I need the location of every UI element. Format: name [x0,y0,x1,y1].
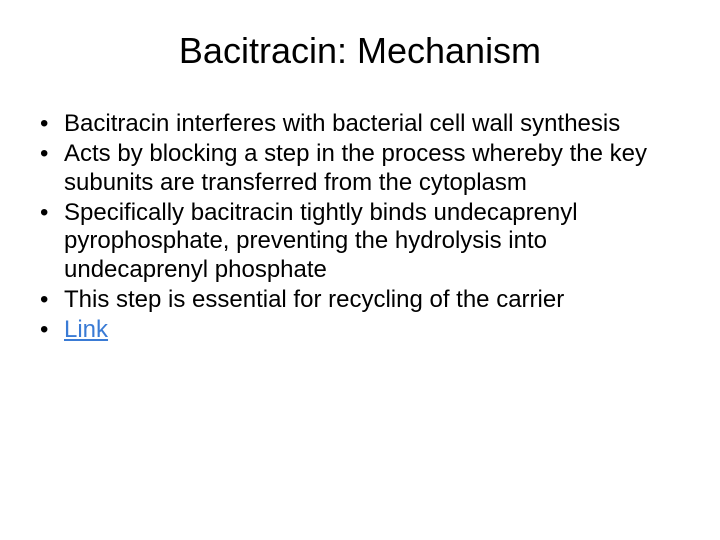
bullet-item: Bacitracin interferes with bacterial cel… [36,110,684,138]
bullet-item: This step is essential for recycling of … [36,286,684,314]
bullet-item: Specifically bacitracin tightly binds un… [36,199,684,284]
link[interactable]: Link [64,316,108,343]
slide-container: Bacitracin: Mechanism Bacitracin interfe… [0,0,720,540]
bullet-list: Bacitracin interferes with bacterial cel… [36,110,684,345]
bullet-item-link: Link [36,316,684,344]
bullet-item: Acts by blocking a step in the process w… [36,140,684,197]
slide-title: Bacitracin: Mechanism [36,30,684,72]
